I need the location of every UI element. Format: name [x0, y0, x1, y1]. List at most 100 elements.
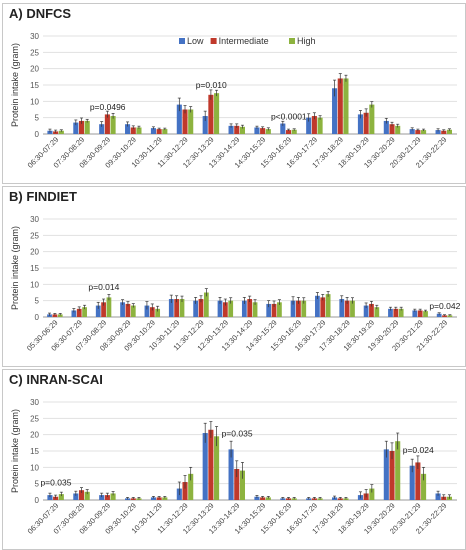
bar — [150, 497, 156, 500]
bar — [266, 303, 272, 317]
bar — [357, 114, 363, 134]
bar — [383, 449, 389, 500]
y-axis-label: Protein intake (gram) — [10, 43, 20, 127]
bar — [239, 470, 246, 500]
bar — [58, 494, 64, 500]
p-value-annotation: p<0.0001 — [271, 111, 307, 121]
y-tick-label: 10 — [30, 463, 39, 472]
chart-panel-dnfcs: A) DNFCS 0 5 10 15 20 25 30 Protein intake (gra… — [2, 3, 466, 184]
bar — [389, 451, 395, 500]
bar — [150, 128, 156, 134]
bar — [208, 429, 214, 500]
bar — [435, 130, 441, 134]
bar — [363, 305, 369, 317]
p-value-annotation: p=0.0496 — [90, 102, 126, 112]
bar — [198, 299, 204, 317]
bar — [260, 497, 266, 500]
bar — [374, 307, 380, 317]
bar — [363, 112, 369, 134]
y-tick-label: 10 — [30, 280, 39, 289]
bar — [436, 313, 442, 317]
bar — [254, 496, 260, 500]
y-tick-label: 25 — [30, 414, 39, 423]
bar — [202, 116, 208, 134]
bar — [57, 314, 63, 317]
bar — [412, 310, 418, 317]
bar — [389, 124, 395, 134]
y-tick-label: 20 — [30, 248, 39, 257]
y-tick-label: 20 — [30, 65, 39, 74]
y-tick-label: 30 — [30, 398, 39, 407]
bar — [395, 441, 401, 500]
bar — [110, 116, 116, 134]
y-tick-label: 5 — [35, 480, 40, 489]
bar — [156, 497, 162, 500]
y-axis-label: Protein intake (gram) — [10, 409, 20, 493]
bar — [398, 308, 404, 317]
bar — [290, 300, 296, 317]
bar — [241, 300, 247, 317]
y-tick-label: 5 — [35, 114, 40, 123]
bar — [78, 120, 85, 134]
y-axis-label: Protein intake (gram) — [10, 226, 20, 310]
bar — [234, 468, 240, 500]
bar — [214, 93, 220, 134]
bar — [125, 303, 131, 317]
legend-swatch — [210, 38, 217, 44]
y-tick-label: 5 — [35, 297, 40, 306]
bar — [52, 314, 58, 317]
bar — [104, 114, 110, 134]
bar — [344, 300, 350, 317]
bar — [265, 497, 271, 500]
bar — [239, 126, 246, 134]
bar — [265, 129, 271, 134]
bar — [337, 78, 343, 134]
bar — [179, 299, 185, 317]
p-value-annotation: p=0.035 — [40, 477, 71, 487]
bar — [110, 493, 116, 500]
bar — [247, 299, 253, 317]
bar — [280, 123, 286, 134]
bar — [339, 299, 345, 317]
bar — [409, 129, 415, 134]
legend-label: High — [297, 36, 316, 46]
bar — [99, 124, 105, 134]
bar — [47, 495, 53, 500]
bar — [174, 299, 180, 317]
bar — [73, 122, 79, 134]
chart-title: C) INRAN-SCAI — [9, 372, 103, 387]
bar — [332, 88, 338, 134]
bar — [95, 305, 101, 317]
p-value-annotation: p=0.042 — [429, 301, 460, 311]
bar — [228, 125, 234, 134]
bar — [301, 300, 307, 317]
legend-label: Low — [187, 36, 204, 46]
bar — [76, 308, 82, 317]
bar — [217, 300, 223, 317]
y-tick-label: 15 — [30, 264, 39, 273]
bar — [168, 299, 174, 317]
bar — [58, 130, 64, 134]
legend-swatch — [289, 38, 295, 44]
bar — [188, 473, 194, 500]
chart-title: A) DNFCS — [9, 6, 72, 21]
bar — [409, 465, 415, 500]
y-tick-label: 15 — [30, 447, 39, 456]
bar — [311, 116, 317, 134]
y-tick-label: 30 — [30, 215, 39, 224]
chart-title: B) FINDIET — [9, 189, 77, 204]
bar — [369, 303, 374, 317]
bar — [155, 308, 161, 317]
bar — [369, 488, 375, 500]
p-value-annotation: p=0.024 — [403, 445, 434, 455]
bar — [388, 308, 393, 317]
bar — [446, 129, 453, 134]
legend-label: Intermediate — [219, 36, 269, 46]
p-value-annotation: p=0.010 — [196, 80, 227, 90]
bar — [78, 490, 85, 500]
bar — [106, 297, 112, 317]
y-tick-label: 20 — [30, 431, 39, 440]
bar — [441, 130, 447, 134]
bar — [447, 315, 453, 317]
